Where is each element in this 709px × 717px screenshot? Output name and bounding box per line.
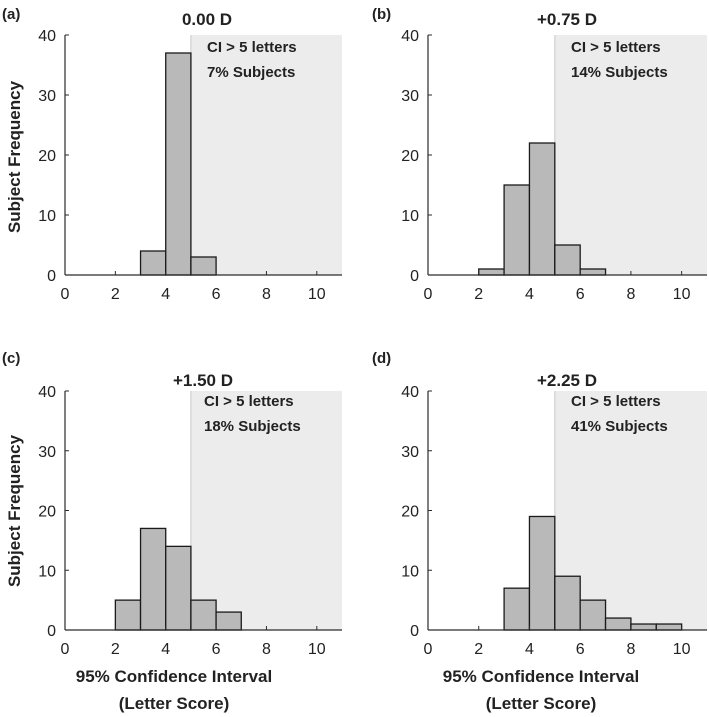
y-tick-label: 30 xyxy=(38,444,56,461)
x-tick-label: 4 xyxy=(525,641,534,658)
y-tick-label: 0 xyxy=(47,268,56,285)
histogram-bar xyxy=(215,611,242,631)
shaded-region xyxy=(554,35,707,275)
histogram-bar xyxy=(503,587,531,631)
y-tick-label: 40 xyxy=(38,384,56,401)
x-tick-label: 0 xyxy=(61,286,70,303)
x-tick-label: 10 xyxy=(673,286,691,303)
x-tick-label: 10 xyxy=(308,286,326,303)
x-tick-label: 6 xyxy=(576,641,585,658)
y-axis-label-top: Subject Frequency xyxy=(5,80,24,233)
annotation-line-1: CI > 5 letters xyxy=(571,39,661,56)
x-tick-label: 4 xyxy=(161,286,170,303)
panel-title: 0.00 D xyxy=(182,10,232,29)
panel-d: 0 2 4 6 8 10 0 10 20 30 40 (d) +2.25 D CI > 5 lett… xyxy=(372,350,707,658)
histogram-bar xyxy=(503,184,531,276)
y-tick-label: 30 xyxy=(38,88,56,105)
histogram-bar xyxy=(604,617,632,631)
x-tick-label: 2 xyxy=(111,641,120,658)
panel-label: (d) xyxy=(372,350,391,367)
x-tick-label: 4 xyxy=(161,641,170,658)
histogram-bar xyxy=(139,250,167,276)
panel-b: 0 2 4 6 8 10 0 10 20 30 40 (b) +0.75 D CI > 5 lett… xyxy=(372,6,707,303)
annotation-line-2: 18% Subjects xyxy=(204,418,301,435)
shaded-region xyxy=(190,391,342,630)
panel-title: +1.50 D xyxy=(173,371,233,390)
x-tick-label: 2 xyxy=(474,286,483,303)
panel-c: 0 2 4 6 8 10 0 10 20 30 40 (c) +1.50 D CI > 5 lett… xyxy=(2,350,342,658)
y-tick-label: 40 xyxy=(401,384,419,401)
x-tick-label: 0 xyxy=(424,641,433,658)
histogram-bar xyxy=(528,515,556,631)
y-tick-label: 10 xyxy=(38,563,56,580)
histogram-bar xyxy=(190,256,217,276)
histogram-bar xyxy=(190,599,217,631)
x-axis-label-left-line2: (Letter Score) xyxy=(119,694,230,713)
histogram-bar xyxy=(554,575,581,631)
y-tick-label: 0 xyxy=(47,623,56,640)
y-tick-label: 40 xyxy=(38,28,56,45)
y-axis-label-bottom: Subject Frequency xyxy=(5,434,24,587)
x-tick-label: 0 xyxy=(61,641,70,658)
x-tick-label: 10 xyxy=(673,641,691,658)
x-tick-label: 6 xyxy=(212,286,221,303)
y-tick-label: 0 xyxy=(410,623,419,640)
histogram-bar xyxy=(165,52,192,276)
histogram-bar xyxy=(579,599,607,631)
x-tick-label: 10 xyxy=(308,641,326,658)
histogram-bar xyxy=(139,527,167,631)
y-tick-label: 10 xyxy=(401,563,419,580)
annotation-line-1: CI > 5 letters xyxy=(207,39,297,56)
y-tick-label: 30 xyxy=(401,444,419,461)
y-tick-label: 40 xyxy=(401,28,419,45)
x-tick-label: 6 xyxy=(212,641,221,658)
histogram-bar xyxy=(478,268,505,276)
x-tick-label: 8 xyxy=(262,641,271,658)
panel-a: 0 2 4 6 8 10 0 10 20 30 40 (a) 0.00 D CI > 5 lette… xyxy=(2,6,342,303)
histogram-bar xyxy=(165,545,192,631)
annotation-line-2: 41% Subjects xyxy=(571,418,668,435)
x-axis-label-right-line2: (Letter Score) xyxy=(486,694,597,713)
panel-title: +0.75 D xyxy=(537,10,597,29)
panel-label: (c) xyxy=(2,350,20,367)
y-tick-label: 10 xyxy=(401,208,419,225)
y-tick-label: 0 xyxy=(410,268,419,285)
x-tick-label: 8 xyxy=(262,286,271,303)
x-tick-label: 4 xyxy=(525,286,534,303)
shaded-region xyxy=(190,35,342,275)
y-tick-label: 20 xyxy=(38,504,56,521)
histogram-bar xyxy=(528,142,556,276)
histogram-bar xyxy=(630,623,657,631)
x-tick-label: 2 xyxy=(474,641,483,658)
x-tick-label: 8 xyxy=(626,286,635,303)
histogram-bar xyxy=(114,599,142,631)
y-tick-label: 20 xyxy=(401,148,419,165)
panel-label: (b) xyxy=(372,6,391,23)
y-tick-label: 20 xyxy=(38,148,56,165)
annotation-line-1: CI > 5 letters xyxy=(204,393,294,410)
y-tick-label: 20 xyxy=(401,504,419,521)
panel-title: +2.25 D xyxy=(537,371,597,390)
annotation-line-2: 7% Subjects xyxy=(207,64,295,81)
y-tick-label: 10 xyxy=(38,208,56,225)
annotation-line-1: CI > 5 letters xyxy=(571,393,661,410)
y-tick-label: 30 xyxy=(401,88,419,105)
histogram-bar xyxy=(579,268,607,276)
panel-label: (a) xyxy=(2,6,20,23)
x-axis-label-right-line1: 95% Confidence Interval xyxy=(443,667,640,686)
histogram-bar xyxy=(655,623,683,631)
x-axis-label-left-line1: 95% Confidence Interval xyxy=(76,667,273,686)
x-tick-label: 6 xyxy=(576,286,585,303)
x-tick-label: 2 xyxy=(111,286,120,303)
histogram-bar xyxy=(554,244,581,276)
x-tick-label: 0 xyxy=(424,286,433,303)
annotation-line-2: 14% Subjects xyxy=(571,64,668,81)
x-tick-label: 8 xyxy=(626,641,635,658)
